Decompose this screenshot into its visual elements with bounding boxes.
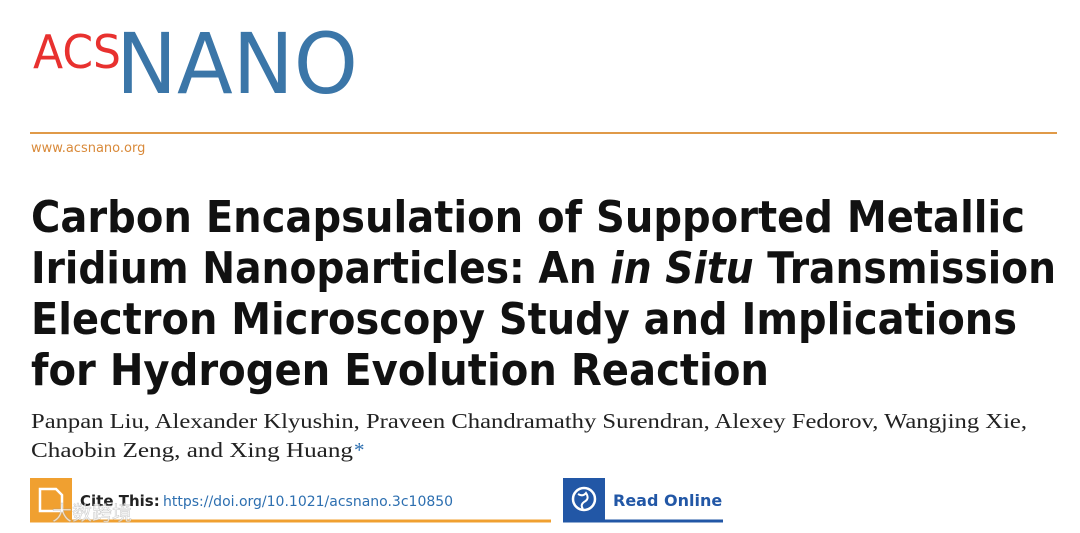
authors: Panpan Liu, Alexander Klyushin, Praveen … — [31, 409, 1027, 462]
cite-icon[interactable] — [30, 478, 72, 520]
cite-icon-glyph — [38, 487, 64, 513]
doi-link[interactable]: https://doi.org/10.1021/acsnano.3c10850 — [163, 494, 453, 510]
logo-acs: ACS — [33, 25, 121, 79]
title-line: Iridium Nanoparticles: An in Situ Transm… — [31, 243, 1056, 294]
title: Carbon Encapsulation of Supported Metall… — [31, 192, 1056, 396]
watermark: 大数跨境 — [52, 501, 132, 525]
globe-glyph — [571, 486, 597, 512]
author-line: Panpan Liu, Alexander Klyushin, Praveen … — [31, 409, 1027, 433]
author-line: Chaobin Zeng, and Xing Huang — [31, 438, 354, 462]
title-line: for Hydrogen Evolution Reaction — [31, 345, 769, 396]
journal-url[interactable]: www.acsnano.org — [31, 141, 145, 156]
globe-glyph — [577, 491, 589, 510]
read-online[interactable]: Read Online — [613, 491, 722, 510]
title-text: Iridium Nanoparticles: An — [31, 243, 610, 294]
title-line: Carbon Encapsulation of Supported Metall… — [31, 192, 1025, 243]
title-text: Transmission — [754, 243, 1056, 294]
cite-label: Cite This: — [80, 492, 160, 510]
read-online-icon[interactable] — [563, 478, 605, 520]
title-italic: in Situ — [610, 243, 753, 294]
logo-nano: NANO — [116, 15, 358, 113]
title-line: Electron Microscopy Study and Implicatio… — [31, 294, 1017, 345]
corresponding-mark[interactable]: * — [354, 438, 365, 462]
